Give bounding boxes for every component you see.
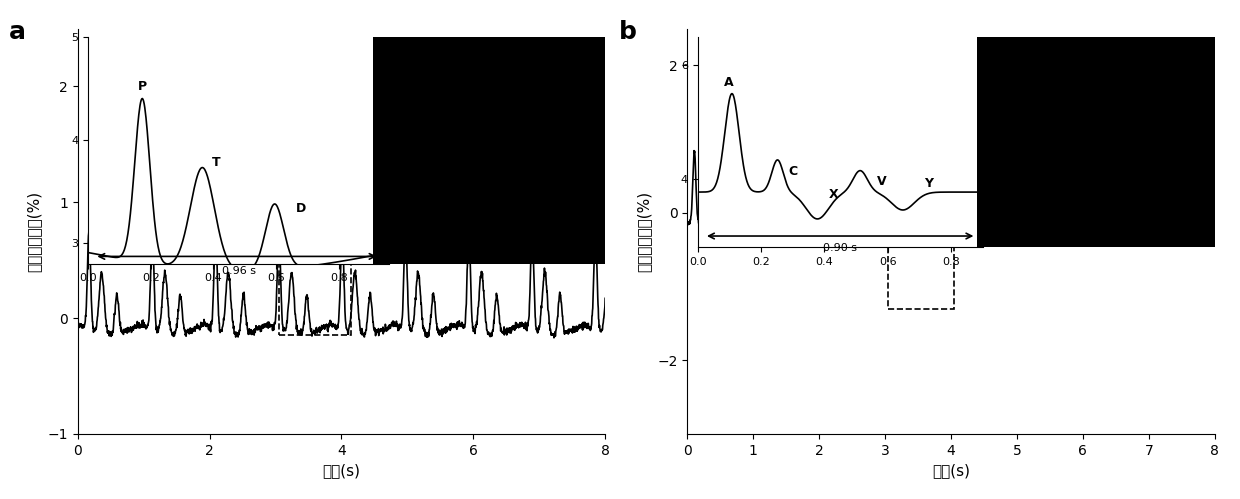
Text: 颈静脉: 颈静脉 xyxy=(1066,108,1099,126)
Y-axis label: 电阻相对变化(%): 电阻相对变化(%) xyxy=(27,191,42,272)
X-axis label: 时间(s): 时间(s) xyxy=(322,463,361,478)
X-axis label: 时间(s): 时间(s) xyxy=(932,463,970,478)
Y-axis label: 电阻相对变化(%): 电阻相对变化(%) xyxy=(636,191,651,272)
Bar xyxy=(888,110,955,308)
Text: b: b xyxy=(619,20,636,44)
Bar xyxy=(279,92,351,335)
Text: a: a xyxy=(9,20,26,44)
Text: 手腕脉搏: 手腕脉搏 xyxy=(419,159,461,177)
